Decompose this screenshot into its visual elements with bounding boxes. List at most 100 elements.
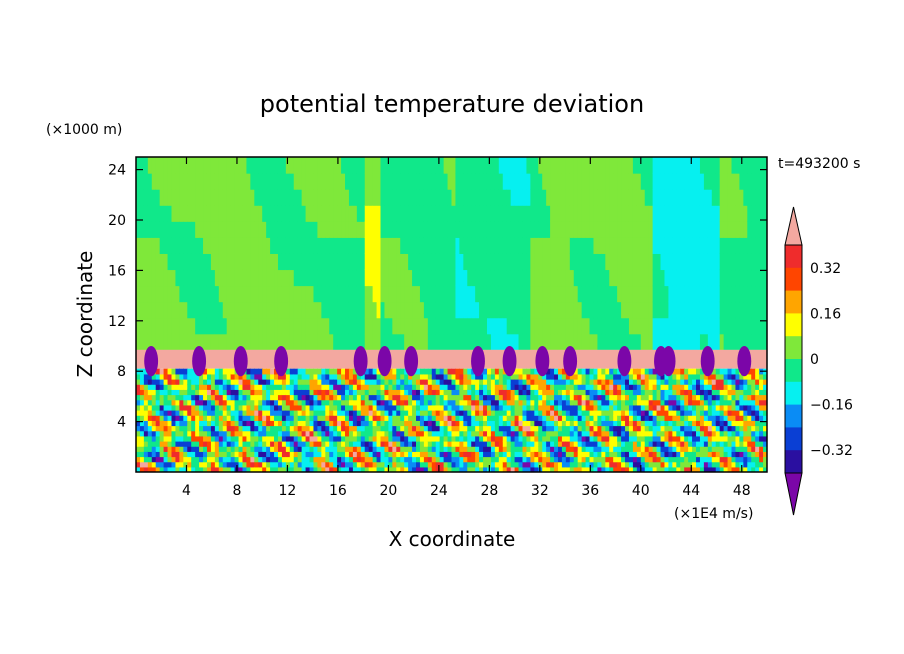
- heatmap-cell: [356, 394, 362, 401]
- heatmap-cell: [230, 446, 236, 452]
- heatmap-cell: [447, 420, 453, 427]
- heatmap-cell: [435, 451, 441, 458]
- heatmap-cell: [628, 237, 634, 254]
- heatmap-cell: [380, 205, 386, 222]
- heatmap-cell: [360, 189, 366, 206]
- heatmap-cell: [455, 189, 460, 206]
- heatmap-cell: [585, 446, 591, 452]
- heatmap-cell: [656, 435, 662, 442]
- heatmap-cell: [522, 221, 528, 238]
- heatmap-cell: [447, 441, 453, 447]
- heatmap-cell: [573, 173, 579, 190]
- heatmap-cell: [293, 410, 299, 416]
- heatmap-cell: [554, 317, 559, 335]
- heatmap-cell: [451, 394, 457, 401]
- heatmap-cell: [384, 379, 389, 385]
- heatmap-cell: [644, 384, 650, 390]
- heatmap-cell: [147, 333, 153, 351]
- heatmap-cell: [605, 221, 610, 238]
- heatmap-cell: [605, 189, 610, 206]
- heatmap-cell: [715, 253, 721, 271]
- heatmap-cell: [159, 173, 165, 190]
- heatmap-cell: [388, 373, 393, 380]
- heatmap-cell: [179, 389, 184, 396]
- heatmap-cell: [439, 430, 445, 437]
- heatmap-cell: [628, 404, 634, 411]
- heatmap-cell: [609, 333, 614, 351]
- heatmap-cell: [376, 373, 382, 380]
- heatmap-cell: [329, 461, 334, 468]
- heatmap-cell: [270, 456, 275, 463]
- heatmap-cell: [368, 205, 374, 222]
- heatmap-cell: [187, 221, 192, 238]
- heatmap-cell: [270, 394, 275, 401]
- heatmap-cell: [274, 446, 279, 452]
- heatmap-cell: [376, 368, 382, 375]
- heatmap-cell: [175, 301, 180, 319]
- heatmap-cell: [179, 441, 184, 447]
- heatmap-cell: [384, 410, 389, 416]
- heatmap-cell: [609, 399, 614, 406]
- heatmap-cell: [498, 430, 504, 437]
- heatmap-cell: [557, 425, 563, 432]
- heatmap-cell: [727, 399, 733, 406]
- heatmap-cell: [577, 430, 583, 437]
- heatmap-cell: [380, 441, 386, 447]
- heatmap-cell: [664, 456, 670, 463]
- heatmap-cell: [222, 301, 228, 319]
- heatmap-cell: [392, 189, 397, 206]
- heatmap-cell: [333, 425, 338, 432]
- heatmap-cell: [573, 301, 579, 319]
- heatmap-cell: [609, 394, 614, 401]
- heatmap-cell: [325, 410, 330, 416]
- heatmap-cell: [416, 399, 421, 406]
- heatmap-cell: [250, 333, 255, 351]
- heatmap-cell: [475, 157, 480, 174]
- heatmap-cell: [486, 404, 492, 411]
- heatmap-cell: [636, 333, 642, 351]
- heatmap-cell: [557, 435, 563, 442]
- heatmap-cell: [195, 420, 200, 427]
- heatmap-cell: [703, 253, 709, 271]
- heatmap-cell: [427, 389, 433, 396]
- heatmap-cell: [735, 430, 740, 437]
- heatmap-cell: [483, 269, 488, 287]
- heatmap-cell: [597, 301, 602, 319]
- heatmap-cell: [699, 404, 705, 411]
- heatmap-cell: [234, 456, 240, 463]
- heatmap-cell: [684, 451, 689, 458]
- heatmap-cell: [337, 456, 342, 463]
- heatmap-cell: [569, 221, 575, 238]
- heatmap-cell: [569, 384, 575, 390]
- heatmap-cell: [451, 157, 457, 174]
- heatmap-cell: [443, 404, 449, 411]
- heatmap-cell: [451, 269, 457, 287]
- heatmap-cell: [699, 394, 705, 401]
- heatmap-cell: [258, 157, 263, 174]
- heatmap-cell: [546, 253, 551, 271]
- heatmap-cell: [277, 415, 283, 421]
- heatmap-cell: [439, 425, 445, 432]
- heatmap-cell: [463, 253, 468, 271]
- heatmap-cell: [136, 221, 141, 238]
- heatmap-cell: [486, 317, 492, 335]
- heatmap-cell: [250, 446, 255, 452]
- heatmap-cell: [751, 173, 756, 190]
- heatmap-cell: [341, 430, 346, 437]
- heatmap-cell: [206, 425, 212, 432]
- heatmap-cell: [514, 317, 520, 335]
- heatmap-cell: [317, 173, 322, 190]
- heatmap-cell: [167, 456, 173, 463]
- heatmap-cell: [435, 441, 441, 447]
- heatmap-cell: [530, 389, 535, 396]
- heatmap-cell: [309, 399, 315, 406]
- heatmap-cell: [206, 461, 212, 468]
- heatmap-cell: [191, 425, 196, 432]
- heatmap-cell: [546, 394, 551, 401]
- heatmap-cell: [136, 389, 141, 396]
- heatmap-cell: [715, 173, 721, 190]
- heatmap-cell: [621, 379, 626, 385]
- heatmap-cell: [486, 205, 492, 222]
- heatmap-cell: [277, 451, 283, 458]
- heatmap-cell: [617, 441, 622, 447]
